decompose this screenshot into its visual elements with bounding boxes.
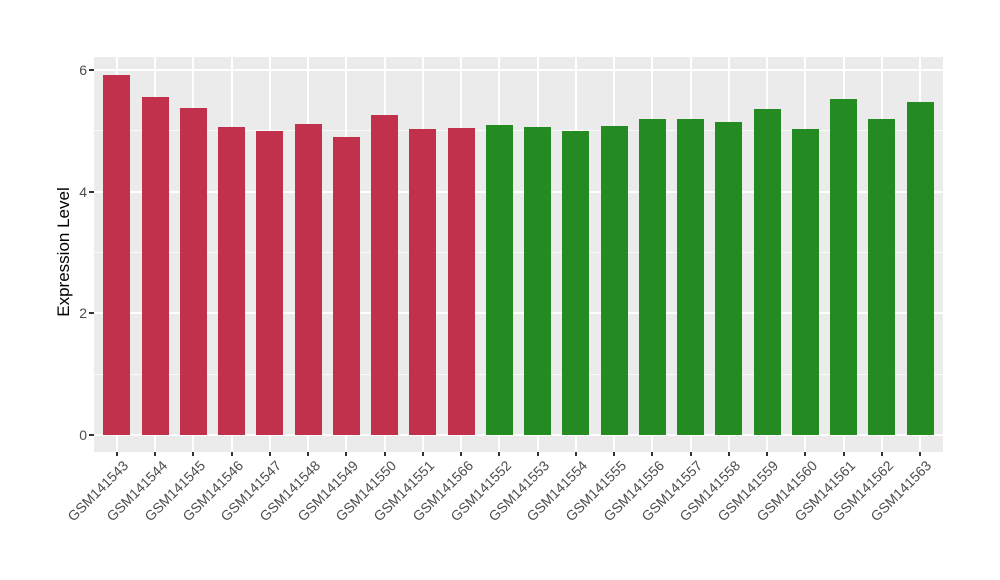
bar: [562, 130, 590, 435]
bar: [141, 96, 169, 435]
y-tick-mark: [89, 190, 94, 193]
bar: [753, 108, 781, 435]
bar: [447, 128, 475, 435]
bar: [256, 130, 284, 435]
y-tick-mark: [89, 69, 94, 72]
bar: [638, 118, 666, 435]
x-tick-mark: [230, 452, 233, 456]
x-tick-mark: [574, 452, 577, 456]
x-tick-mark: [460, 452, 463, 456]
x-tick-mark: [613, 452, 616, 456]
x-tick-mark: [192, 452, 195, 456]
x-tick-mark: [345, 452, 348, 456]
bar: [332, 136, 360, 435]
bar: [524, 126, 552, 435]
x-tick-mark: [307, 452, 310, 456]
y-tick-mark: [89, 312, 94, 315]
bar: [218, 127, 246, 435]
y-tick-label: 4: [79, 183, 87, 200]
x-tick-mark: [421, 452, 424, 456]
x-tick-mark: [842, 452, 845, 456]
gridline-major: [94, 69, 943, 72]
bar: [715, 121, 743, 435]
x-tick-mark: [919, 452, 922, 456]
gridline-minor: [94, 252, 943, 253]
bar: [677, 119, 705, 435]
bar: [179, 107, 207, 435]
y-axis-title: Expression Level: [54, 187, 73, 317]
bar: [830, 99, 858, 435]
y-tick-mark: [89, 434, 94, 436]
x-tick-mark: [804, 452, 807, 456]
gridline-minor: [94, 373, 943, 375]
x-tick-mark: [115, 452, 118, 456]
bar: [409, 129, 437, 435]
x-tick-mark: [498, 452, 501, 456]
gridline-minor: [94, 130, 943, 132]
gridline-major: [94, 190, 943, 193]
x-tick-mark: [154, 452, 157, 456]
gridline-major: [94, 434, 943, 436]
x-tick-mark: [651, 452, 654, 456]
x-tick-mark: [766, 452, 769, 456]
x-tick-mark: [727, 452, 730, 456]
bar: [485, 124, 513, 435]
y-tick-label: 2: [79, 305, 87, 322]
bar: [868, 119, 896, 435]
y-tick-label: 0: [79, 427, 87, 443]
y-tick-label: 6: [79, 62, 87, 79]
x-tick-mark: [268, 452, 271, 456]
gridline-major: [94, 312, 943, 315]
bar: [791, 129, 819, 435]
bar: [371, 115, 399, 435]
bar: [600, 125, 628, 435]
bar: [103, 74, 131, 435]
plot-panel: [94, 57, 943, 452]
x-tick-mark: [536, 452, 539, 456]
bar: [906, 101, 934, 435]
x-tick-mark: [383, 452, 386, 456]
bar: [294, 124, 322, 435]
x-tick-mark: [880, 452, 883, 456]
x-tick-mark: [689, 452, 692, 456]
